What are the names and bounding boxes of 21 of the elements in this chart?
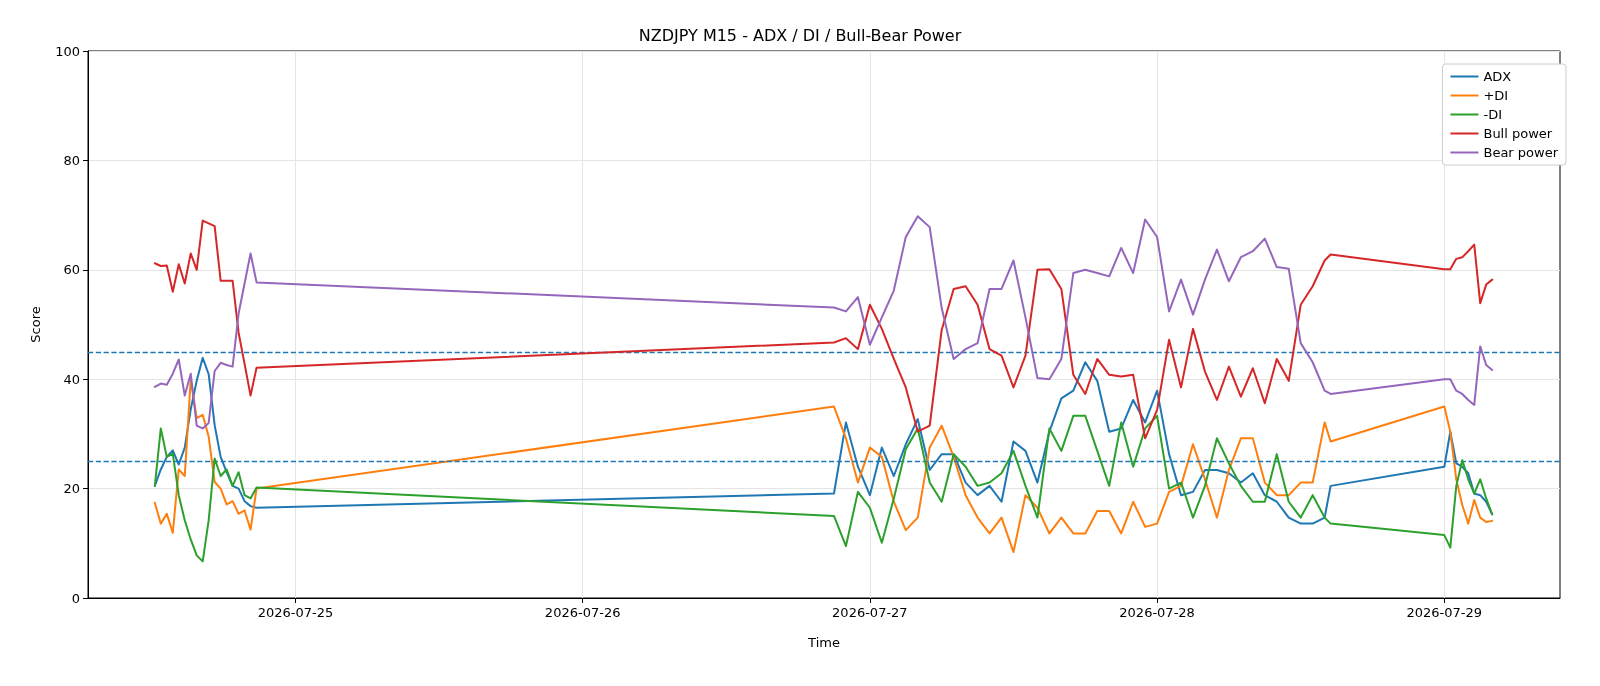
x-tick-label: 2026-07-28: [1119, 605, 1195, 620]
legend-label: Bull power: [1483, 126, 1553, 141]
legend-label: +DI: [1483, 88, 1509, 103]
y-tick-label: 40: [63, 371, 80, 387]
legend-label: Bear power: [1483, 145, 1559, 160]
y-tick-label: 0: [71, 590, 80, 606]
x-tick-label: 2026-07-29: [1406, 605, 1483, 620]
chart-title: NZDJPY M15 - ADX / DI / Bull-Bear Power: [638, 25, 962, 45]
y-tick-label: 100: [55, 43, 80, 59]
y-tick-label: 60: [63, 262, 80, 278]
legend-label: ADX: [1483, 69, 1512, 84]
x-tick-label: 2026-07-26: [544, 605, 621, 620]
line-series: [153, 378, 1494, 554]
legend-label: -DI: [1483, 107, 1503, 122]
x-axis-title: Time: [807, 635, 840, 650]
y-axis-title: Score: [28, 306, 43, 343]
line-series: [153, 414, 1494, 563]
x-tick-label: 2026-07-27: [832, 605, 908, 620]
x-tick-label: 2026-07-25: [257, 605, 334, 620]
y-tick-label: 20: [63, 481, 80, 497]
y-tick-label: 80: [63, 152, 80, 168]
